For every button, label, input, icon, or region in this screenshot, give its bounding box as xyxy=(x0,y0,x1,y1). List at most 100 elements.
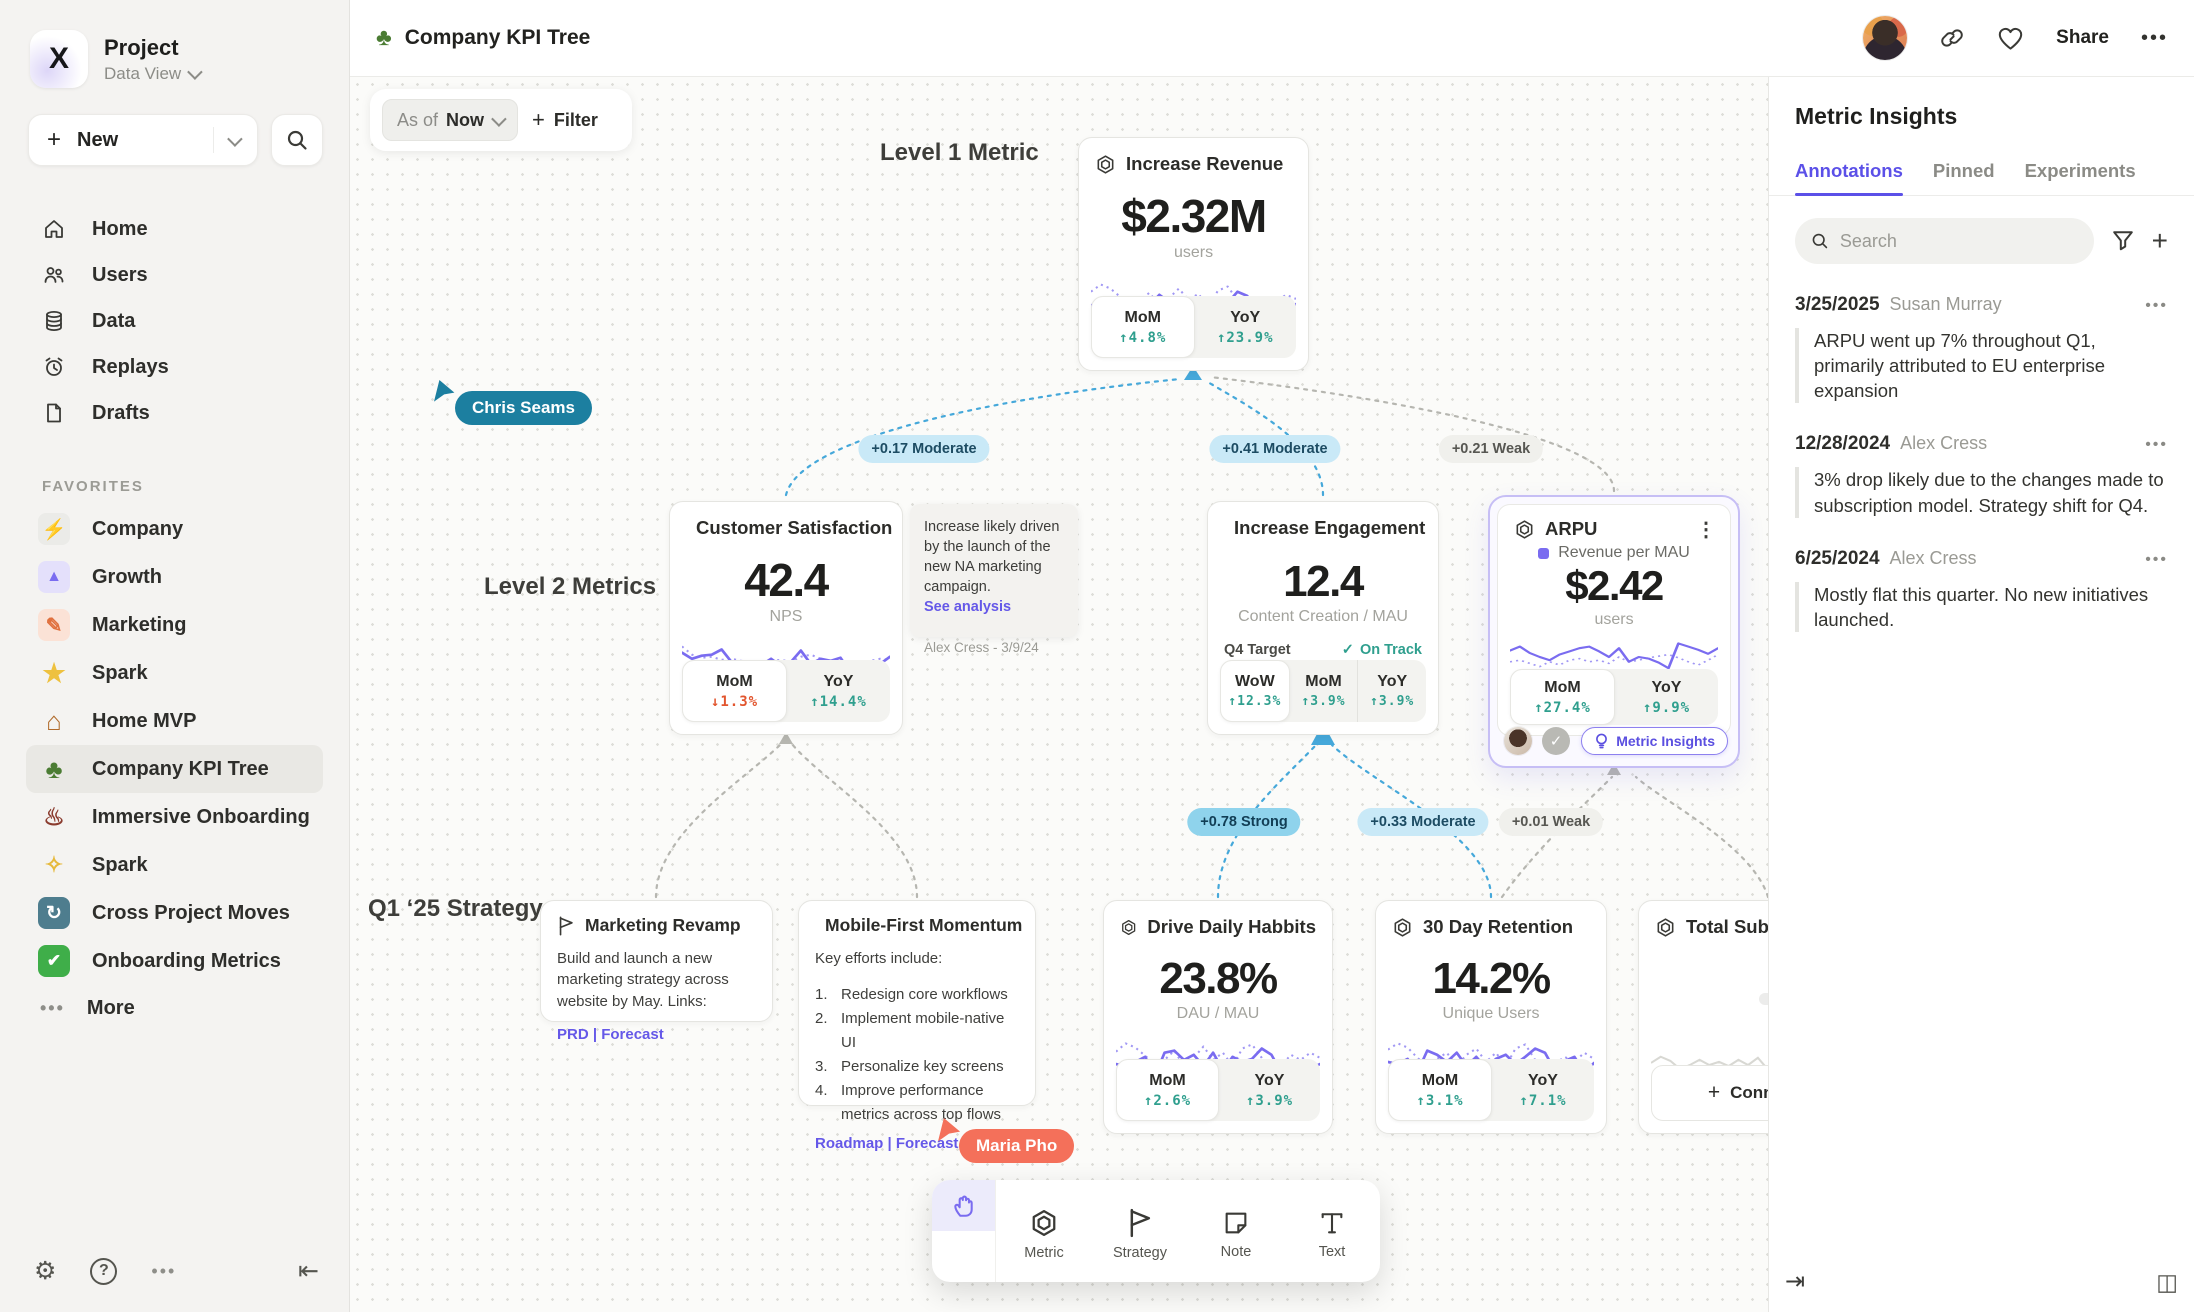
favorite-label: Spark xyxy=(92,853,148,876)
new-button-label: New xyxy=(77,128,119,151)
card-menu-kebab-icon[interactable]: ⋮ xyxy=(1696,519,1716,541)
favorite-item-home-mvp[interactable]: ⌂ Home MVP xyxy=(26,697,323,745)
select-cursor-icon xyxy=(956,1247,971,1264)
search-input[interactable] xyxy=(1839,230,2078,252)
select-tool-button[interactable] xyxy=(932,1231,995,1282)
target-label: Q4 Target xyxy=(1224,642,1291,658)
sidebar-item-data[interactable]: Data xyxy=(0,298,349,344)
connect-button[interactable]: + Connect xyxy=(1651,1065,1768,1121)
annotation-menu-icon[interactable]: ••• xyxy=(2145,297,2168,314)
metric-card-increase-revenue[interactable]: Increase Revenue $2.32M users MoM ↑4.8% … xyxy=(1078,137,1309,371)
chevron-down-icon[interactable] xyxy=(227,130,243,147)
metric-target-icon xyxy=(1516,519,1533,539)
strategy-tool-button[interactable]: Strategy xyxy=(1092,1180,1188,1282)
metric-card-customer-satisfaction[interactable]: Customer Satisfaction 42.4 NPS MoM ↓1.3%… xyxy=(669,501,903,735)
annotation-entry[interactable]: 12/28/2024 Alex Cress ••• 3% drop likely… xyxy=(1769,403,2194,518)
cursor-name-tag: Chris Seams xyxy=(455,391,592,425)
favorite-label: Marketing xyxy=(92,613,187,636)
stat-mom: MoM ↑2.6% xyxy=(1116,1059,1219,1121)
favorite-item-spark[interactable]: ★ Spark xyxy=(26,649,323,697)
metric-hexagon-icon xyxy=(1032,1209,1056,1236)
text-tool-button[interactable]: Text xyxy=(1284,1180,1380,1282)
add-annotation-icon[interactable]: + xyxy=(2151,225,2168,256)
kpi-canvas[interactable]: As of Now + Filter Level 1 Metric Level … xyxy=(350,77,1768,1312)
favorite-item-immersive-onboarding[interactable]: ♨ Immersive Onboarding xyxy=(26,793,323,841)
favorite-item-company[interactable]: ⚡ Company xyxy=(26,505,323,553)
metric-card-total-subscriptions[interactable]: Total Subscript + Connect xyxy=(1638,900,1768,1134)
overflow-menu-icon[interactable]: ••• xyxy=(151,1260,177,1281)
metric-card-drive-daily-habits[interactable]: Drive Daily Habbits 23.8% DAU / MAU MoM … xyxy=(1103,900,1333,1134)
filter-label: Filter xyxy=(553,109,598,130)
favorite-heart-icon[interactable] xyxy=(1997,26,2024,51)
favorite-item-growth[interactable]: ▲ Growth xyxy=(26,553,323,601)
metric-card-increase-engagement[interactable]: Increase Engagement 12.4 Content Creatio… xyxy=(1207,501,1439,735)
edge-correlation-badge: +0.01 Weak xyxy=(1498,808,1604,836)
tool-label: Strategy xyxy=(1113,1244,1167,1261)
copy-link-icon[interactable] xyxy=(1939,25,1965,51)
sidebar-item-replays[interactable]: Replays xyxy=(0,344,349,390)
metric-value: $2.32M xyxy=(1121,190,1267,242)
expand-panel-icon[interactable]: ⇥ xyxy=(1785,1268,1806,1295)
metric-unit: users xyxy=(1173,244,1214,261)
topbar: ♣ Company KPI Tree Share ••• xyxy=(350,0,2194,77)
annotation-menu-icon[interactable]: ••• xyxy=(2145,550,2168,568)
sidebar-item-users[interactable]: Users xyxy=(0,252,349,298)
tab-annotations[interactable]: Annotations xyxy=(1795,160,1903,196)
card-title: ARPU xyxy=(1545,518,1598,539)
strategy-body: Build and launch a new marketing strateg… xyxy=(557,950,729,1010)
hand-tool-button[interactable] xyxy=(932,1180,995,1231)
nav-label: Replays xyxy=(92,355,169,378)
sparkline-chart xyxy=(1510,642,1718,670)
strategy-card-marketing-revamp[interactable]: Marketing Revamp Build and launch a new … xyxy=(540,900,773,1043)
sidebar-item-drafts[interactable]: Drafts xyxy=(0,390,349,436)
favorite-item-onboarding-metrics[interactable]: ✔ Onboarding Metrics xyxy=(26,937,323,985)
annotations-search[interactable] xyxy=(1795,218,2094,264)
metric-card-arpu-selected[interactable]: ARPU ⋮ Revenue per MAU $2.42 users MoM ↑… xyxy=(1488,495,1740,768)
tab-experiments[interactable]: Experiments xyxy=(2024,160,2136,181)
annotation-menu-icon[interactable]: ••• xyxy=(2145,436,2168,454)
favorite-item-cross-project-moves[interactable]: ↻ Cross Project Moves xyxy=(26,889,323,937)
collapse-sidebar-icon[interactable]: ⇤ xyxy=(298,1257,319,1285)
note-card[interactable]: Increase likely driven by the launch of … xyxy=(910,504,1078,655)
new-button[interactable]: + New xyxy=(28,114,258,166)
project-view-switcher[interactable]: Data View xyxy=(104,64,203,84)
user-avatar[interactable] xyxy=(1863,16,1908,60)
favorite-item-spark-2[interactable]: ✧ Spark xyxy=(26,841,323,889)
favorite-item-marketing[interactable]: ✎ Marketing xyxy=(26,601,323,649)
favorite-item-company-kpi-tree[interactable]: ♣ Company KPI Tree xyxy=(26,745,323,793)
stat-mom: MoM ↑3.9% xyxy=(1301,673,1346,709)
annotation-entry[interactable]: 6/25/2024 Alex Cress ••• Mostly flat thi… xyxy=(1769,518,2194,633)
edge-correlation-badge: +0.33 Moderate xyxy=(1357,808,1489,836)
strategy-links[interactable]: PRD | Forecast xyxy=(557,1025,664,1043)
metric-card-30-day-retention[interactable]: 30 Day Retention 14.2% Unique Users MoM … xyxy=(1375,900,1607,1134)
favorite-label: Immersive Onboarding xyxy=(92,805,310,828)
annotation-entry[interactable]: 3/25/2025 Susan Murray ••• ARPU went up … xyxy=(1769,264,2194,404)
filter-funnel-icon[interactable] xyxy=(2112,230,2134,252)
search-button[interactable] xyxy=(271,114,323,166)
stat-wow: WoW ↑12.3% xyxy=(1220,660,1290,722)
favorite-label: Spark xyxy=(92,661,148,684)
sidebar-more[interactable]: ••• More xyxy=(0,985,349,1020)
favorite-label: Onboarding Metrics xyxy=(92,949,281,972)
see-analysis-link[interactable]: See analysis xyxy=(924,599,1012,615)
panel-layout-icon[interactable]: ◫ xyxy=(2156,1269,2178,1295)
metric-tool-button[interactable]: Metric xyxy=(996,1180,1092,1282)
project-header[interactable]: X Project Data View xyxy=(0,0,349,88)
help-icon[interactable]: ? xyxy=(90,1257,118,1285)
strategy-links[interactable]: Roadmap | Forecast xyxy=(815,1135,959,1153)
replay-clock-icon xyxy=(45,357,63,376)
main-area: ♣ Company KPI Tree Share ••• xyxy=(350,0,2194,1312)
topbar-overflow-icon[interactable]: ••• xyxy=(2140,26,2168,49)
settings-gear-icon[interactable]: ⚙ xyxy=(34,1257,57,1285)
strategy-card-mobile-first-momentum[interactable]: Mobile-First Momentum Key efforts includ… xyxy=(798,900,1036,1152)
tab-pinned[interactable]: Pinned xyxy=(1932,160,1995,181)
annotation-author: Alex Cress xyxy=(1889,547,1977,568)
note-tool-button[interactable]: Note xyxy=(1188,1180,1284,1282)
sidebar-item-home[interactable]: Home xyxy=(0,206,349,252)
stat-yoy: YoY ↑9.9% xyxy=(1642,678,1691,716)
add-filter-button[interactable]: + Filter xyxy=(532,107,598,133)
share-button[interactable]: Share xyxy=(2056,27,2109,48)
metric-insights-button[interactable]: Metric Insights xyxy=(1581,727,1728,755)
as-of-dropdown[interactable]: As of Now xyxy=(382,99,519,141)
project-logo[interactable]: X xyxy=(30,30,88,88)
